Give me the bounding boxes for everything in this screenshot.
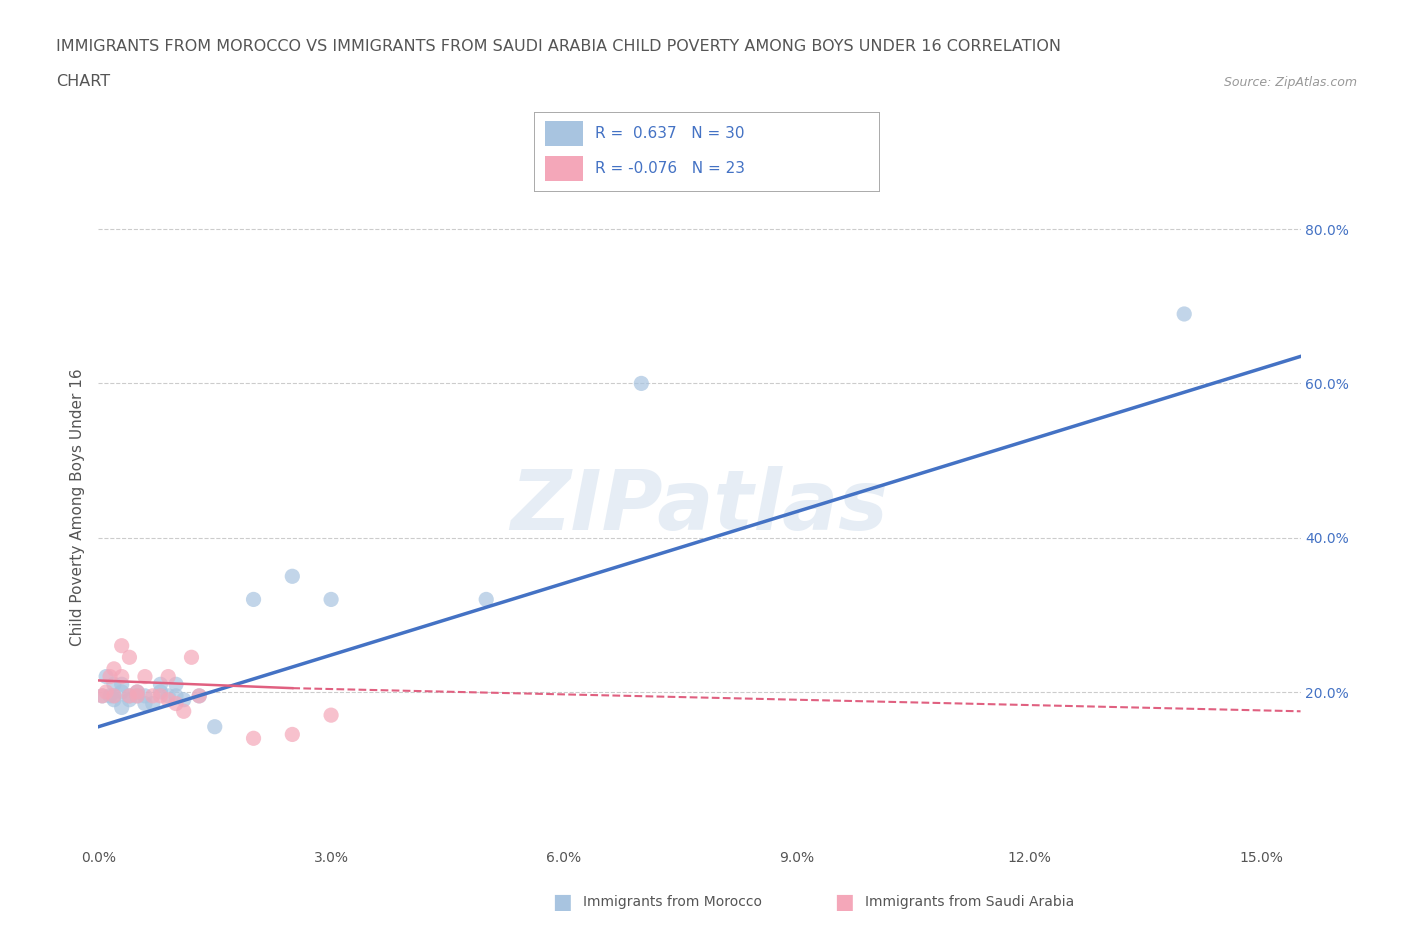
Point xyxy=(91,688,114,703)
Point xyxy=(149,677,172,692)
Text: R =  0.637   N = 30: R = 0.637 N = 30 xyxy=(595,126,744,141)
Point xyxy=(96,684,118,699)
Y-axis label: Child Poverty Among Boys Under 16: Child Poverty Among Boys Under 16 xyxy=(70,368,86,645)
Point xyxy=(118,692,141,707)
Point xyxy=(134,697,156,711)
Text: R = -0.076   N = 23: R = -0.076 N = 23 xyxy=(595,161,745,176)
Point xyxy=(111,684,134,699)
Point xyxy=(98,688,121,703)
Point xyxy=(204,719,226,734)
Point xyxy=(165,677,187,692)
Point xyxy=(149,684,172,699)
Point xyxy=(475,592,498,607)
Point xyxy=(103,677,125,692)
Point xyxy=(173,704,195,719)
Point xyxy=(142,688,165,703)
Point xyxy=(242,731,264,746)
Point xyxy=(118,688,141,703)
Text: Immigrants from Morocco: Immigrants from Morocco xyxy=(583,895,762,910)
Point xyxy=(188,688,211,703)
Point xyxy=(127,688,149,703)
Point xyxy=(103,661,125,676)
Text: CHART: CHART xyxy=(56,74,110,89)
Point xyxy=(165,697,187,711)
Bar xyxy=(544,156,582,181)
Point xyxy=(630,376,652,391)
Point xyxy=(118,650,141,665)
Point xyxy=(281,569,304,584)
Text: ■: ■ xyxy=(834,892,853,912)
Point xyxy=(142,697,165,711)
Point xyxy=(180,650,202,665)
Point xyxy=(157,670,180,684)
Point xyxy=(127,684,149,699)
Point xyxy=(1173,307,1195,322)
Point xyxy=(111,677,134,692)
Point xyxy=(188,688,211,703)
Point xyxy=(157,688,180,703)
Point xyxy=(281,727,304,742)
Bar xyxy=(544,121,582,146)
Text: Immigrants from Saudi Arabia: Immigrants from Saudi Arabia xyxy=(865,895,1074,910)
Point xyxy=(319,592,342,607)
Text: Source: ZipAtlas.com: Source: ZipAtlas.com xyxy=(1223,76,1357,89)
Point xyxy=(111,638,134,653)
Point xyxy=(165,688,187,703)
Text: ZIPatlas: ZIPatlas xyxy=(510,466,889,548)
Text: IMMIGRANTS FROM MOROCCO VS IMMIGRANTS FROM SAUDI ARABIA CHILD POVERTY AMONG BOYS: IMMIGRANTS FROM MOROCCO VS IMMIGRANTS FR… xyxy=(56,39,1062,54)
Point xyxy=(103,692,125,707)
Point xyxy=(173,692,195,707)
Point xyxy=(98,670,121,684)
Point xyxy=(134,670,156,684)
Point xyxy=(96,670,118,684)
Point xyxy=(134,688,156,703)
Text: ■: ■ xyxy=(553,892,572,912)
Point xyxy=(149,688,172,703)
Point xyxy=(127,688,149,703)
Point xyxy=(319,708,342,723)
Point xyxy=(111,670,134,684)
Point xyxy=(242,592,264,607)
Point xyxy=(157,692,180,707)
Point xyxy=(111,700,134,715)
Point xyxy=(118,688,141,703)
Point xyxy=(103,688,125,703)
Point xyxy=(103,688,125,703)
Point xyxy=(127,684,149,699)
Point xyxy=(91,688,114,703)
